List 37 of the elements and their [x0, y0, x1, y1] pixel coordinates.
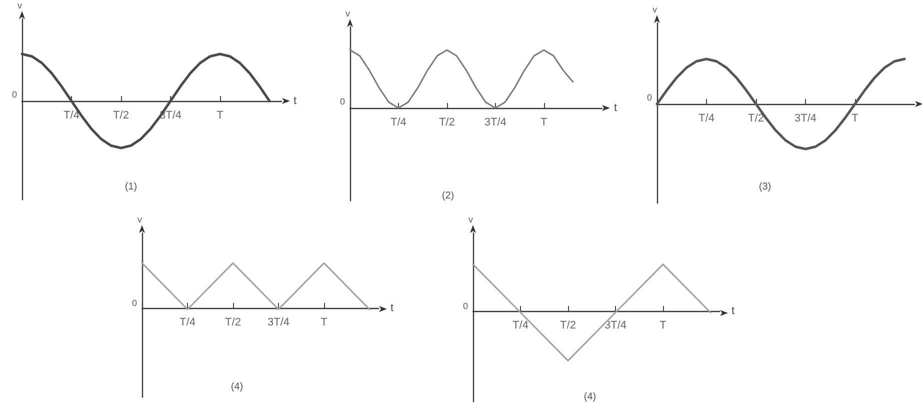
x-tick-label: T/2 [560, 320, 576, 332]
y-axis-title: v [138, 214, 142, 224]
x-tick-label: T/2 [113, 110, 129, 122]
x-tick-label: 3T/4 [267, 316, 290, 328]
y-axis-title: v [346, 8, 350, 18]
text: (3) [758, 182, 772, 192]
x-tick-label: T [852, 112, 859, 124]
text: 0 [12, 90, 17, 100]
x-axis-title: t [390, 302, 394, 314]
y-axis-title: v [18, 0, 22, 10]
x-tick-label: T [540, 116, 548, 128]
y-axis-title: v [468, 214, 474, 224]
x-tick-label: T/2 [225, 316, 241, 328]
text: 0 [462, 301, 468, 312]
text: (1) [124, 182, 138, 192]
x-tick-label: T/4 [180, 316, 196, 328]
x-tick-label: T [216, 110, 224, 122]
text: 0 [646, 92, 652, 102]
text: (4) [584, 392, 596, 402]
x-tick-label: T/4 [512, 320, 528, 332]
x-tick-label: 3T/4 [794, 112, 817, 124]
text: (2) [442, 190, 454, 202]
x-axis-title: t [614, 102, 618, 114]
x-axis-title: t [732, 305, 735, 317]
text: (4) [230, 382, 244, 392]
x-tick-label: T [660, 320, 667, 332]
y-axis-title: v [652, 4, 658, 14]
x-tick-label: T/2 [748, 112, 764, 124]
text: 0 [340, 96, 345, 106]
x-tick-label: T/4 [390, 116, 406, 128]
x-axis-title: t [294, 95, 297, 107]
text: 0 [132, 298, 137, 308]
x-tick-label: 3T/4 [484, 116, 506, 128]
x-tick-label: T [320, 316, 328, 328]
x-tick-label: T/4 [698, 112, 714, 124]
x-tick-label: T/2 [438, 116, 455, 128]
x-tick-label: T/4 [64, 110, 80, 122]
